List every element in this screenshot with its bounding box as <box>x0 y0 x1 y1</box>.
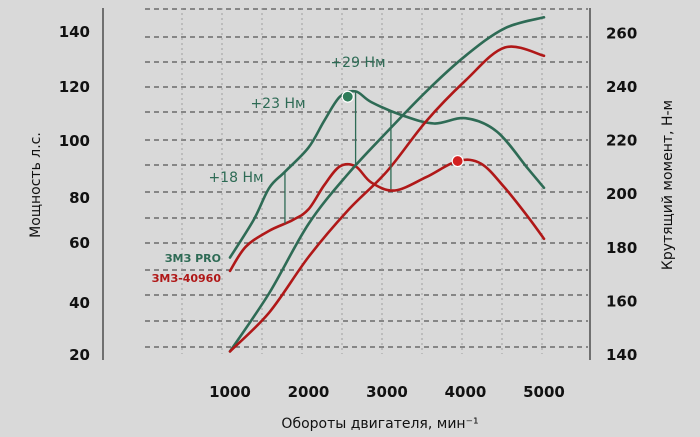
y-right-axis-title: Крутящий момент, Н-м <box>660 100 676 270</box>
y-left-tick-label: 140 <box>59 23 90 41</box>
x-tick-label: 2000 <box>288 383 330 401</box>
left-axis-ticks: 20 40 60 80 100 120 140 <box>59 23 90 364</box>
annotation-label: +18 Нм <box>208 170 263 186</box>
y-right-tick-label: 180 <box>606 239 637 257</box>
y-left-tick-label: 80 <box>69 189 90 207</box>
y-right-tick-label: 200 <box>606 185 637 203</box>
y-left-tick-label: 40 <box>69 294 90 312</box>
y-right-tick-label: 260 <box>606 24 637 42</box>
x-axis-ticks: 1000 2000 3000 4000 5000 <box>209 383 565 401</box>
series-line-power-base <box>228 45 546 353</box>
peak-marker <box>341 90 354 103</box>
x-tick-label: 3000 <box>366 383 408 401</box>
chart-grid <box>145 8 588 354</box>
annotation-leaders <box>284 91 392 224</box>
x-tick-label: 4000 <box>445 383 487 401</box>
annotation-label: +29 Нм <box>330 55 385 71</box>
x-tick-label: 5000 <box>523 383 565 401</box>
series-line-power-pro <box>228 16 546 353</box>
legend: ЗМЗ PRO ЗМЗ-40960 <box>152 252 222 285</box>
annotation-label: +23 Нм <box>250 96 305 112</box>
y-left-tick-label: 60 <box>69 234 90 252</box>
y-right-tick-label: 140 <box>606 346 637 364</box>
x-tick-label: 1000 <box>209 383 251 401</box>
legend-entry: ЗМЗ-40960 <box>152 272 222 285</box>
y-right-tick-label: 160 <box>606 292 637 310</box>
legend-entry: ЗМЗ PRO <box>165 252 221 265</box>
series-line-torque-base <box>228 158 546 273</box>
y-left-tick-label: 20 <box>69 346 90 364</box>
x-axis-title: Обороты двигателя, мин⁻¹ <box>281 416 478 432</box>
y-right-tick-label: 220 <box>606 132 637 150</box>
y-left-tick-label: 120 <box>59 78 90 96</box>
y-left-axis-title: Мощность л.с. <box>28 132 44 238</box>
peak-markers <box>341 90 464 168</box>
annotations: +18 Нм +23 Нм +29 Нм <box>208 55 385 186</box>
peak-marker <box>451 154 464 168</box>
right-axis-ticks: 140 160 180 200 220 240 260 <box>606 24 637 364</box>
y-right-tick-label: 240 <box>606 78 637 96</box>
y-left-tick-label: 100 <box>59 132 90 150</box>
